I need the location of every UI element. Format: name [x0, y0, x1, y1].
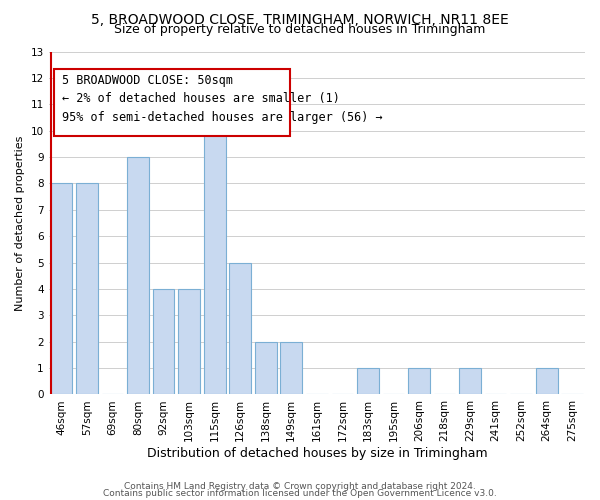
Bar	[50, 184, 72, 394]
Text: 5 BROADWOOD CLOSE: 50sqm
← 2% of detached houses are smaller (1)
95% of semi-det: 5 BROADWOOD CLOSE: 50sqm ← 2% of detache…	[62, 74, 383, 124]
Bar	[153, 289, 175, 395]
Bar	[536, 368, 557, 394]
Bar	[76, 184, 98, 394]
Bar	[178, 289, 200, 395]
Text: Contains public sector information licensed under the Open Government Licence v3: Contains public sector information licen…	[103, 489, 497, 498]
Bar	[459, 368, 481, 394]
Bar	[229, 262, 251, 394]
Y-axis label: Number of detached properties: Number of detached properties	[15, 136, 25, 310]
Bar	[255, 342, 277, 394]
Text: Size of property relative to detached houses in Trimingham: Size of property relative to detached ho…	[115, 22, 485, 36]
Bar	[127, 157, 149, 394]
FancyBboxPatch shape	[54, 68, 290, 136]
Bar	[204, 104, 226, 395]
Text: 5, BROADWOOD CLOSE, TRIMINGHAM, NORWICH, NR11 8EE: 5, BROADWOOD CLOSE, TRIMINGHAM, NORWICH,…	[91, 12, 509, 26]
Text: Contains HM Land Registry data © Crown copyright and database right 2024.: Contains HM Land Registry data © Crown c…	[124, 482, 476, 491]
Bar	[408, 368, 430, 394]
Bar	[280, 342, 302, 394]
Bar	[357, 368, 379, 394]
X-axis label: Distribution of detached houses by size in Trimingham: Distribution of detached houses by size …	[146, 447, 487, 460]
